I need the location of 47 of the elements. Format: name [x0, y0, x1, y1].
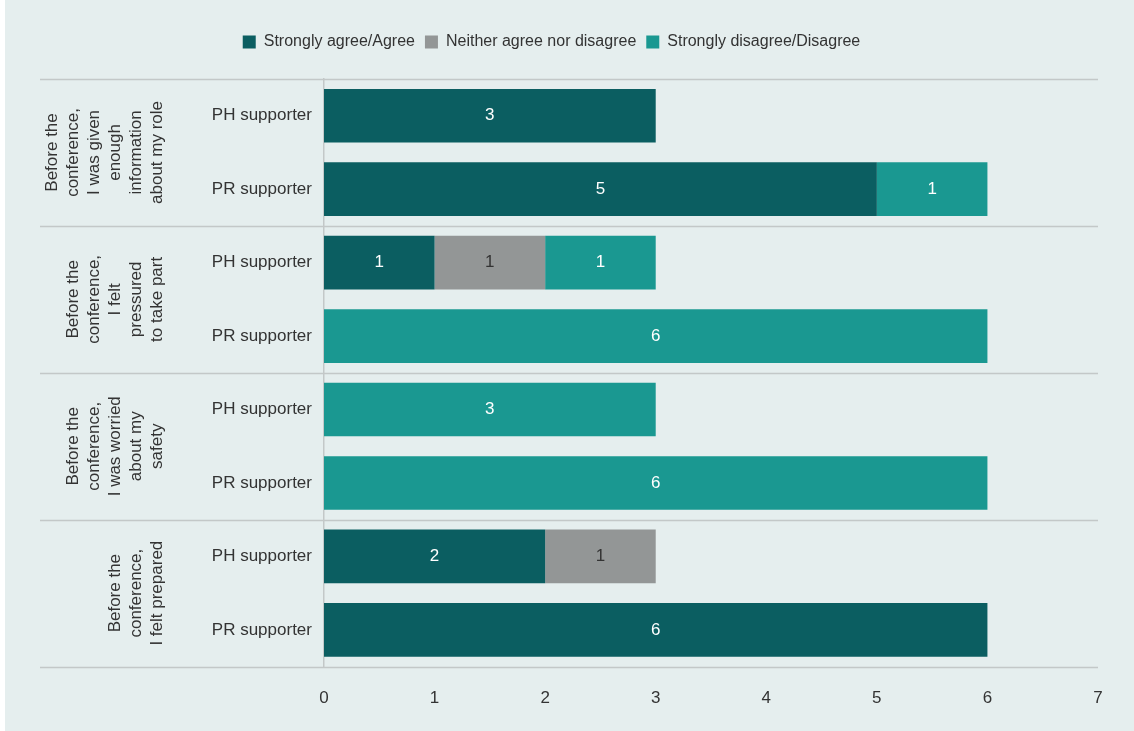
bar: [545, 235, 656, 290]
text: Before the conference, I felt prepared: [104, 540, 166, 646]
bar: [324, 529, 546, 584]
y-tick-label: PR supporter: [211, 619, 313, 639]
bar: [324, 603, 988, 657]
y-tick-label: PH supporter: [211, 399, 313, 419]
bar: [324, 382, 656, 437]
legend-label: Strongly agree/Agree: [263, 32, 416, 50]
data-label: 5: [595, 178, 606, 198]
x-tick-label: 2: [540, 688, 550, 708]
bar: [324, 309, 988, 363]
bar: [324, 456, 988, 510]
data-label: 1: [927, 178, 937, 198]
legend-label: Strongly disagree/Disagree: [667, 32, 861, 50]
x-tick-label: 0: [319, 688, 329, 708]
y-tick-label: PR supporter: [211, 325, 313, 345]
data-label: 2: [429, 546, 440, 566]
x-tick-label: 1: [429, 688, 440, 708]
data-label: 1: [374, 252, 385, 272]
x-tick-label: 4: [761, 688, 772, 708]
data-label: 1: [595, 252, 606, 272]
bar: [876, 162, 988, 216]
x-tick-label: 3: [650, 688, 661, 708]
legend-label: Neither agree nor disagree: [445, 32, 637, 50]
bar: [324, 162, 877, 216]
data-label: 6: [650, 325, 661, 345]
bar: [545, 529, 656, 584]
data-label: 3: [485, 105, 495, 125]
y-tick-label: PR supporter: [211, 472, 313, 492]
x-tick-label: 6: [982, 688, 993, 708]
y-tick-label: PH supporter: [211, 546, 313, 566]
text: Before the conference, I felt pressured to take part: [62, 254, 166, 344]
y-tick-label: PH supporter: [211, 105, 313, 125]
y-tick-label: PR supporter: [211, 178, 313, 198]
bar: [324, 88, 656, 143]
bar: [324, 235, 435, 290]
x-tick-label: 5: [872, 688, 882, 708]
data-label: 1: [595, 546, 606, 566]
data-label: 3: [485, 399, 495, 419]
text: Before the conference, I was given enough information about my role: [41, 100, 166, 204]
data-label: 6: [650, 619, 661, 639]
y-tick-label: PH supporter: [211, 252, 313, 272]
data-label: 1: [485, 252, 495, 272]
data-label: 6: [650, 472, 661, 492]
bar: [434, 235, 546, 290]
x-tick-label: 7: [1093, 688, 1103, 708]
text: Before the conference, I was worried about my safety: [62, 396, 166, 497]
